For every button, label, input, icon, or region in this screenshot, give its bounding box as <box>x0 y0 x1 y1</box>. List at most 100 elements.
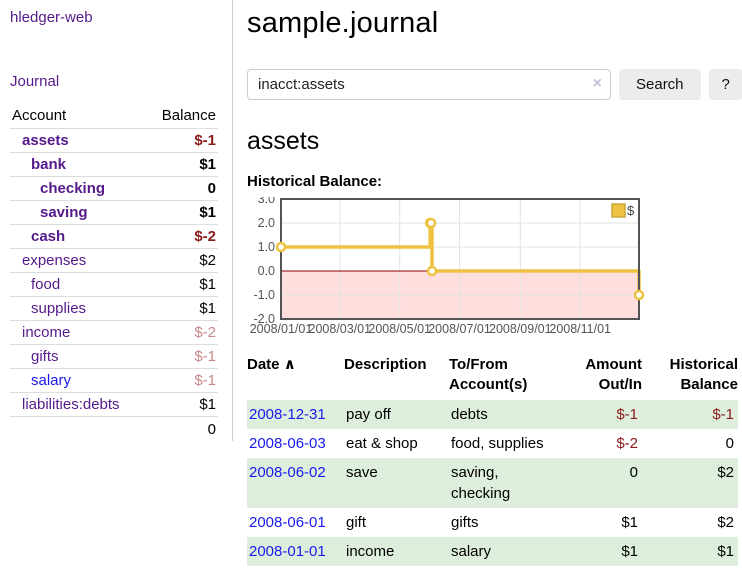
svg-text:3.0: 3.0 <box>258 197 275 206</box>
transaction-date-link[interactable]: 2008-06-02 <box>249 464 326 481</box>
transaction-accounts-cell: saving, checking <box>451 464 511 502</box>
register-header-date[interactable]: Date ∧ <box>247 353 344 400</box>
transaction-balance-cell: $2 <box>717 464 734 481</box>
account-link[interactable]: gifts <box>31 348 59 365</box>
accounts-total-row: 0 <box>10 416 218 441</box>
account-link[interactable]: liabilities:debts <box>22 396 120 413</box>
svg-text:2008/01/01: 2008/01/01 <box>250 322 313 336</box>
register-row[interactable]: 2008-01-01 income salary $1 $1 <box>247 537 738 566</box>
search-button[interactable]: Search <box>619 69 701 100</box>
transaction-balance-cell: 0 <box>725 435 734 452</box>
svg-text:-2.0: -2.0 <box>253 312 275 326</box>
account-link[interactable]: bank <box>31 156 67 173</box>
svg-text:$: $ <box>627 203 635 218</box>
account-row: cash $-2 <box>10 224 218 249</box>
account-link[interactable]: food <box>31 276 61 293</box>
account-balance: $1 <box>145 296 218 321</box>
svg-text:1.0: 1.0 <box>258 240 275 254</box>
account-balance: $1 <box>145 272 218 297</box>
account-link[interactable]: salary <box>31 372 72 389</box>
register-header-amount: Amount Out/In <box>585 356 642 393</box>
register-header-balance: Historical Balance <box>669 356 738 393</box>
register-row[interactable]: 2008-06-01 gift gifts $1 $2 <box>247 508 738 537</box>
sidebar: hledger-web Journal Account Balance asse… <box>0 0 233 441</box>
accounts-header-balance: Balance <box>145 104 218 129</box>
account-cell: salary <box>10 368 146 393</box>
account-link[interactable]: income <box>22 324 71 341</box>
account-link[interactable]: supplies <box>31 300 87 317</box>
register-row[interactable]: 2008-06-02 save saving, checking 0 $2 <box>247 458 738 508</box>
help-button[interactable]: ? <box>708 69 742 100</box>
brand-link[interactable]: hledger-web <box>10 9 93 26</box>
account-cell: food <box>10 272 146 297</box>
account-cell: expenses <box>10 248 146 273</box>
account-cell: supplies <box>10 296 146 321</box>
svg-text:2008/09/01: 2008/09/01 <box>489 322 552 336</box>
account-row: food $1 <box>10 272 218 297</box>
clear-search-icon[interactable]: × <box>592 75 602 92</box>
register-header-description: Description <box>344 356 427 373</box>
transaction-amount-cell: $-2 <box>616 435 638 452</box>
svg-text:2008/11/01: 2008/11/01 <box>549 322 611 336</box>
account-link[interactable]: checking <box>40 180 106 197</box>
transaction-description-cell: gift <box>346 514 367 531</box>
transaction-date-cell: 2008-12-31 <box>247 400 344 429</box>
svg-text:0.0: 0.0 <box>258 264 275 278</box>
historical-balance-chart[interactable]: $3.0 2.0 1.0 0.0 -1.0 -2.0 2008/01/01 2008/03/0… <box>247 192 649 337</box>
account-row: saving $1 <box>10 200 218 225</box>
main-content: sample.journal × Search ? assets Histori… <box>233 0 742 566</box>
transaction-date-cell: 2008-06-03 <box>247 429 344 458</box>
transaction-amount-cell: $1 <box>621 514 638 531</box>
sort-ascending-icon: ∧ <box>283 356 296 373</box>
account-link[interactable]: assets <box>22 132 69 149</box>
account-link[interactable]: cash <box>31 228 66 245</box>
transaction-accounts-cell: salary <box>451 543 492 560</box>
transaction-description-cell: save <box>346 464 378 481</box>
account-balance: $1 <box>145 200 218 225</box>
transaction-description-cell: income <box>346 543 395 560</box>
account-row: liabilities:debts $1 <box>10 392 218 417</box>
account-balance: $1 <box>145 152 218 177</box>
accounts-header-account: Account <box>10 104 146 129</box>
transaction-accounts-cell: gifts <box>451 514 479 531</box>
account-row: supplies $1 <box>10 296 218 321</box>
accounts-table: Account Balance assets $-1 bank $1 checking 0… <box>10 104 218 441</box>
transaction-amount-cell: $-1 <box>616 406 638 423</box>
transaction-balance-cell: $1 <box>717 543 734 560</box>
transaction-balance-cell: $2 <box>717 514 734 531</box>
transaction-date-link[interactable]: 2008-01-01 <box>249 543 326 560</box>
transaction-description-cell: pay off <box>346 406 391 423</box>
accounts-total-value: 0 <box>145 416 218 441</box>
account-link[interactable]: saving <box>40 204 88 221</box>
search-input[interactable] <box>247 69 611 100</box>
account-balance: $-2 <box>145 320 218 345</box>
register-row[interactable]: 2008-06-03 eat & shop food, supplies $-2 0 <box>247 429 738 458</box>
account-link[interactable]: expenses <box>22 252 87 269</box>
account-balance: 0 <box>145 176 218 201</box>
account-balance: $-1 <box>145 128 218 153</box>
account-cell: liabilities:debts <box>10 392 146 417</box>
transaction-date-link[interactable]: 2008-06-01 <box>249 514 326 531</box>
register-header-date-label: Date <box>247 356 280 373</box>
svg-text:-1.0: -1.0 <box>253 288 275 302</box>
transaction-accounts-cell: food, supplies <box>451 435 544 452</box>
transaction-date-cell: 2008-06-02 <box>247 458 344 508</box>
search-input-wrap: × <box>247 69 611 100</box>
account-row: assets $-1 <box>10 128 218 153</box>
register-row[interactable]: 2008-12-31 pay off debts $-1 $-1 <box>247 400 738 429</box>
account-cell: income <box>10 320 146 345</box>
chart-legend: $ <box>607 202 637 221</box>
account-row: checking 0 <box>10 176 218 201</box>
nav-journal-link[interactable]: Journal <box>10 73 60 90</box>
search-form: × Search ? <box>247 69 742 100</box>
register-header-accounts: To/From Account(s) <box>449 356 528 393</box>
account-balance: $-2 <box>145 224 218 249</box>
account-cell: checking <box>10 176 146 201</box>
transaction-date-link[interactable]: 2008-12-31 <box>249 406 326 423</box>
page-title: sample.journal <box>247 7 439 39</box>
transaction-date-link[interactable]: 2008-06-03 <box>249 435 326 452</box>
account-row: income $-2 <box>10 320 218 345</box>
account-balance: $-1 <box>145 368 218 393</box>
account-heading: assets <box>247 127 320 155</box>
account-row: bank $1 <box>10 152 218 177</box>
